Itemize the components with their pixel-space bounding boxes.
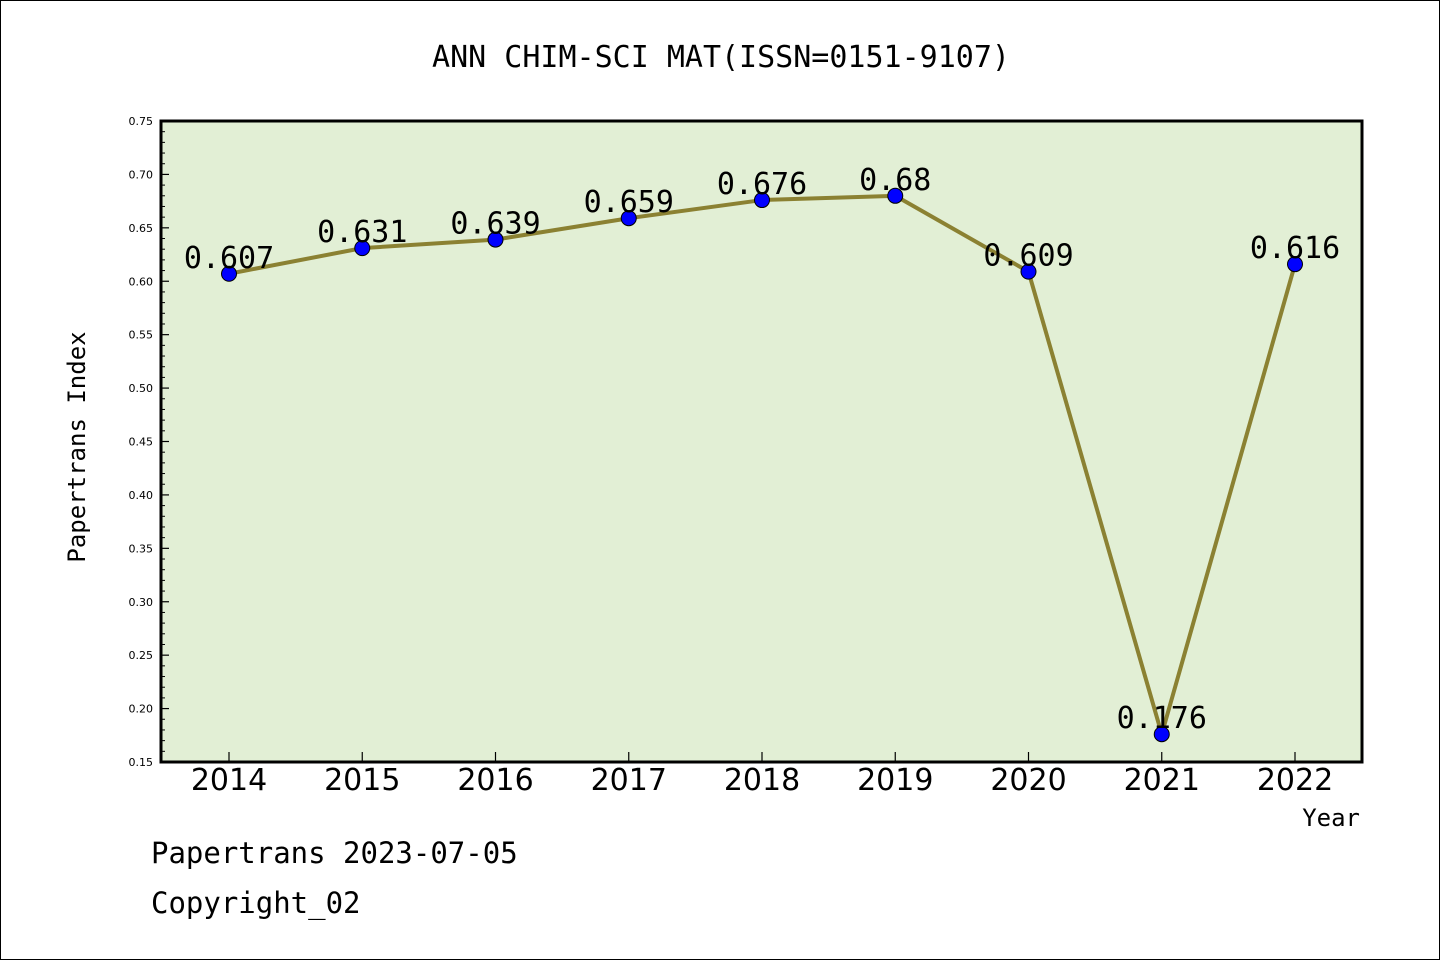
- chart-title: ANN CHIM-SCI MAT(ISSN=0151-9107): [432, 40, 1010, 75]
- y-tick-label: 0.65: [129, 222, 154, 235]
- y-tick-label: 0.75: [129, 115, 154, 128]
- data-label: 0.609: [983, 239, 1073, 274]
- data-point: [1020, 263, 1037, 280]
- data-label: 0.631: [317, 215, 407, 250]
- x-tick-label: 2016: [457, 763, 533, 798]
- data-label: 0.676: [717, 167, 807, 202]
- data-point: [620, 210, 637, 227]
- y-tick-label: 0.60: [129, 275, 154, 288]
- x-tick-label: 2018: [724, 763, 800, 798]
- y-tick-label: 0.30: [129, 596, 154, 609]
- data-label: 0.607: [184, 241, 274, 276]
- data-point: [1287, 256, 1303, 273]
- x-tick-label: 2022: [1257, 763, 1333, 798]
- source-date-text: Papertrans 2023-07-05: [151, 836, 518, 870]
- y-tick-label: 0.45: [129, 436, 154, 449]
- y-axis-title: Papertrans Index: [63, 331, 91, 562]
- data-point: [487, 231, 504, 248]
- y-tick-label: 0.40: [129, 489, 154, 502]
- data-point: [754, 192, 770, 209]
- x-axis-title: Year: [1302, 804, 1360, 832]
- data-label: 0.639: [450, 207, 540, 242]
- data-labels: 0.607 0.631 0.639 0.659 0.676 0.68 0.609 0.176 0…: [184, 163, 1340, 736]
- data-point: [1153, 726, 1170, 743]
- y-tick-label: 0.15: [129, 756, 154, 769]
- y-tick-label: 0.55: [129, 329, 154, 342]
- data-label: 0.616: [1250, 231, 1340, 266]
- data-label: 0.68: [859, 163, 931, 198]
- data-point: [354, 240, 371, 257]
- x-tick-label: 2021: [1124, 763, 1200, 798]
- y-tick-label: 0.70: [129, 168, 154, 181]
- y-tick-label: 0.20: [129, 703, 154, 716]
- x-tick-label: 2014: [191, 763, 267, 798]
- data-label: 0.659: [584, 185, 674, 220]
- y-tick-label: 0.35: [129, 542, 154, 555]
- x-tick-label: 2020: [990, 763, 1066, 798]
- plot-area: [159, 119, 1364, 764]
- x-axis: 2014 2015 2016 2017 2018 2019 2020 2021 2022: [191, 752, 1333, 798]
- x-tick-label: 2017: [591, 763, 667, 798]
- copyright-text: Copyright_02: [151, 886, 361, 920]
- data-markers: [221, 187, 1303, 743]
- y-axis: 0.15 0.20 0.25 0.30 0.35 0.40 0.45 0.50 0.55 0.60…: [129, 115, 169, 769]
- y-tick-label: 0.25: [129, 649, 154, 662]
- y-tick-label: 0.50: [129, 382, 154, 395]
- x-tick-label: 2015: [324, 763, 400, 798]
- data-point: [221, 265, 237, 282]
- data-label: 0.176: [1117, 701, 1207, 736]
- x-tick-label: 2019: [857, 763, 933, 798]
- data-point: [887, 187, 904, 204]
